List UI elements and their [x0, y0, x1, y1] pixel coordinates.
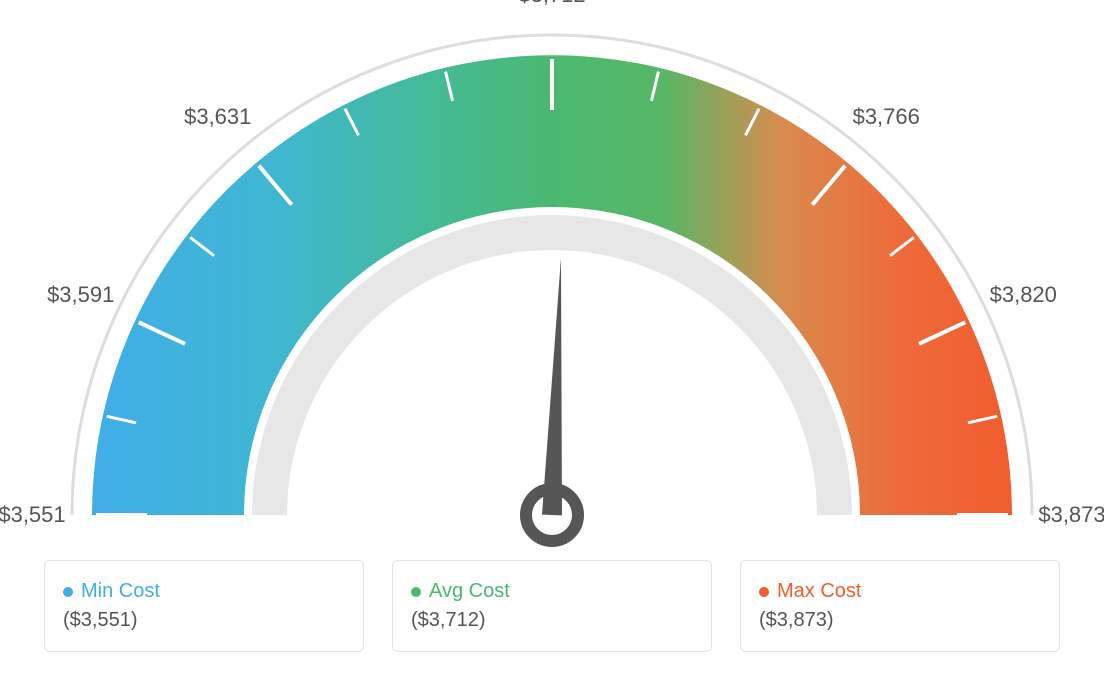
- gauge-tick-label: $3,820: [990, 282, 1057, 308]
- gauge-tick-label: $3,551: [0, 502, 66, 528]
- legend-title-text: Avg Cost: [429, 580, 510, 603]
- legend-dot-icon: [63, 587, 73, 597]
- gauge-tick-label: $3,631: [184, 104, 251, 130]
- gauge-tick-label: $3,873: [1038, 502, 1104, 528]
- gauge-tick-label: $3,766: [853, 104, 920, 130]
- legend-dot-icon: [759, 587, 769, 597]
- gauge-svg: [0, 0, 1104, 560]
- gauge-tick-label: $3,712: [518, 0, 585, 8]
- legend-card: Min Cost ($3,551): [44, 560, 364, 652]
- legend-card: Max Cost ($3,873): [740, 560, 1060, 652]
- legend-row: Min Cost ($3,551) Avg Cost ($3,712) Max Cost…: [0, 560, 1104, 672]
- legend-card: Avg Cost ($3,712): [392, 560, 712, 652]
- legend-dot-icon: [411, 587, 421, 597]
- gauge-chart: $3,551 $3,591 $3,631 $3,712 $3,766 $3,820 $3,8…: [0, 0, 1104, 560]
- legend-title: Avg Cost: [411, 580, 693, 603]
- legend-title: Max Cost: [759, 580, 1041, 603]
- legend-title: Min Cost: [63, 580, 345, 603]
- gauge-tick-label: $3,591: [47, 282, 114, 308]
- legend-value: ($3,551): [63, 609, 345, 632]
- legend-value: ($3,712): [411, 609, 693, 632]
- legend-title-text: Max Cost: [777, 580, 861, 603]
- gauge-needle: [542, 258, 562, 515]
- legend-value: ($3,873): [759, 609, 1041, 632]
- legend-title-text: Min Cost: [81, 580, 160, 603]
